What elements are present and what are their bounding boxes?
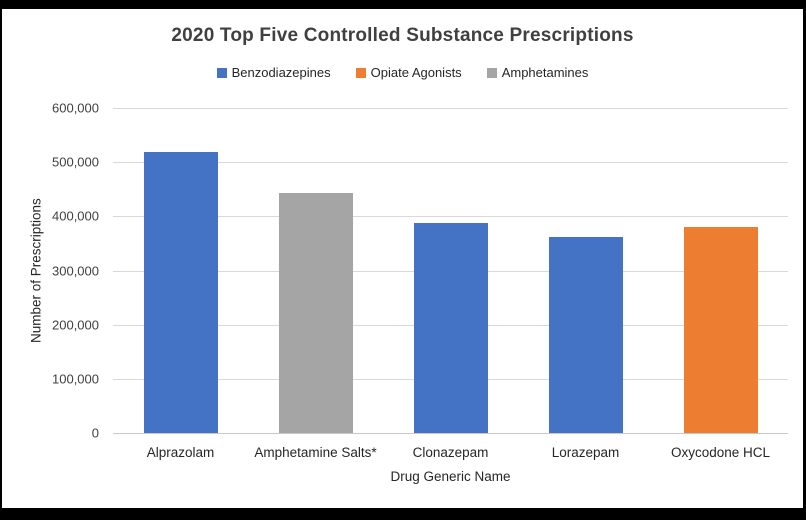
- x-tick-label-amphetamine-salts: Amphetamine Salts*: [254, 445, 377, 460]
- legend-item-amphetamines: Amphetamines: [486, 65, 589, 80]
- gridline: [113, 162, 788, 164]
- bar-clonazepam: [413, 222, 488, 433]
- gridline: [113, 108, 788, 109]
- legend-swatch-icon: [355, 67, 366, 78]
- legend-item-benzodiazepines: Benzodiazepines: [216, 65, 331, 80]
- y-tick-label: 400,000: [52, 208, 99, 224]
- x-axis-line: [113, 433, 788, 434]
- gridline: [113, 216, 788, 218]
- bar-lorazepam: [548, 236, 623, 433]
- legend-label: Opiate Agonists: [370, 65, 462, 80]
- bar-oxycodone-hcl: [683, 227, 758, 433]
- y-tick-label: 300,000: [52, 263, 99, 278]
- bar-amphetamine-salts: [278, 192, 353, 433]
- x-axis-title: Drug Generic Name: [390, 469, 511, 484]
- legend-label: Benzodiazepines: [231, 65, 331, 80]
- bar-alprazolam: [143, 152, 218, 433]
- x-tick-label-alprazolam: Alprazolam: [146, 445, 215, 460]
- plot-area: 0 100,000 200,000 300,000 400,000 500,000 600,…: [52, 101, 788, 460]
- y-tick-label: 600,000: [52, 100, 99, 116]
- x-tick-label-oxycodone-hcl: Oxycodone HCL: [670, 445, 771, 460]
- legend-swatch-icon: [216, 67, 227, 78]
- y-tick-label: 500,000: [52, 154, 99, 170]
- legend-item-opiate-agonists: Opiate Agonists: [355, 65, 462, 80]
- y-axis-title: Number of Prescriptions: [28, 198, 44, 343]
- x-tick-label-clonazepam: Clonazepam: [412, 445, 489, 460]
- y-tick-label: 0: [91, 425, 99, 441]
- y-tick-label: 100,000: [52, 371, 99, 387]
- legend-swatch-icon: [486, 67, 497, 78]
- y-tick-label: 200,000: [52, 317, 99, 333]
- chart-panel: 2020 Top Five Controlled Substance Presc…: [2, 9, 803, 508]
- x-tick-label-lorazepam: Lorazepam: [551, 445, 620, 460]
- legend: Benzodiazepines Opiate Agonists Amphetamin…: [2, 65, 803, 80]
- chart-title: 2020 Top Five Controlled Substance Presc…: [171, 25, 634, 46]
- legend-label: Amphetamines: [501, 65, 589, 80]
